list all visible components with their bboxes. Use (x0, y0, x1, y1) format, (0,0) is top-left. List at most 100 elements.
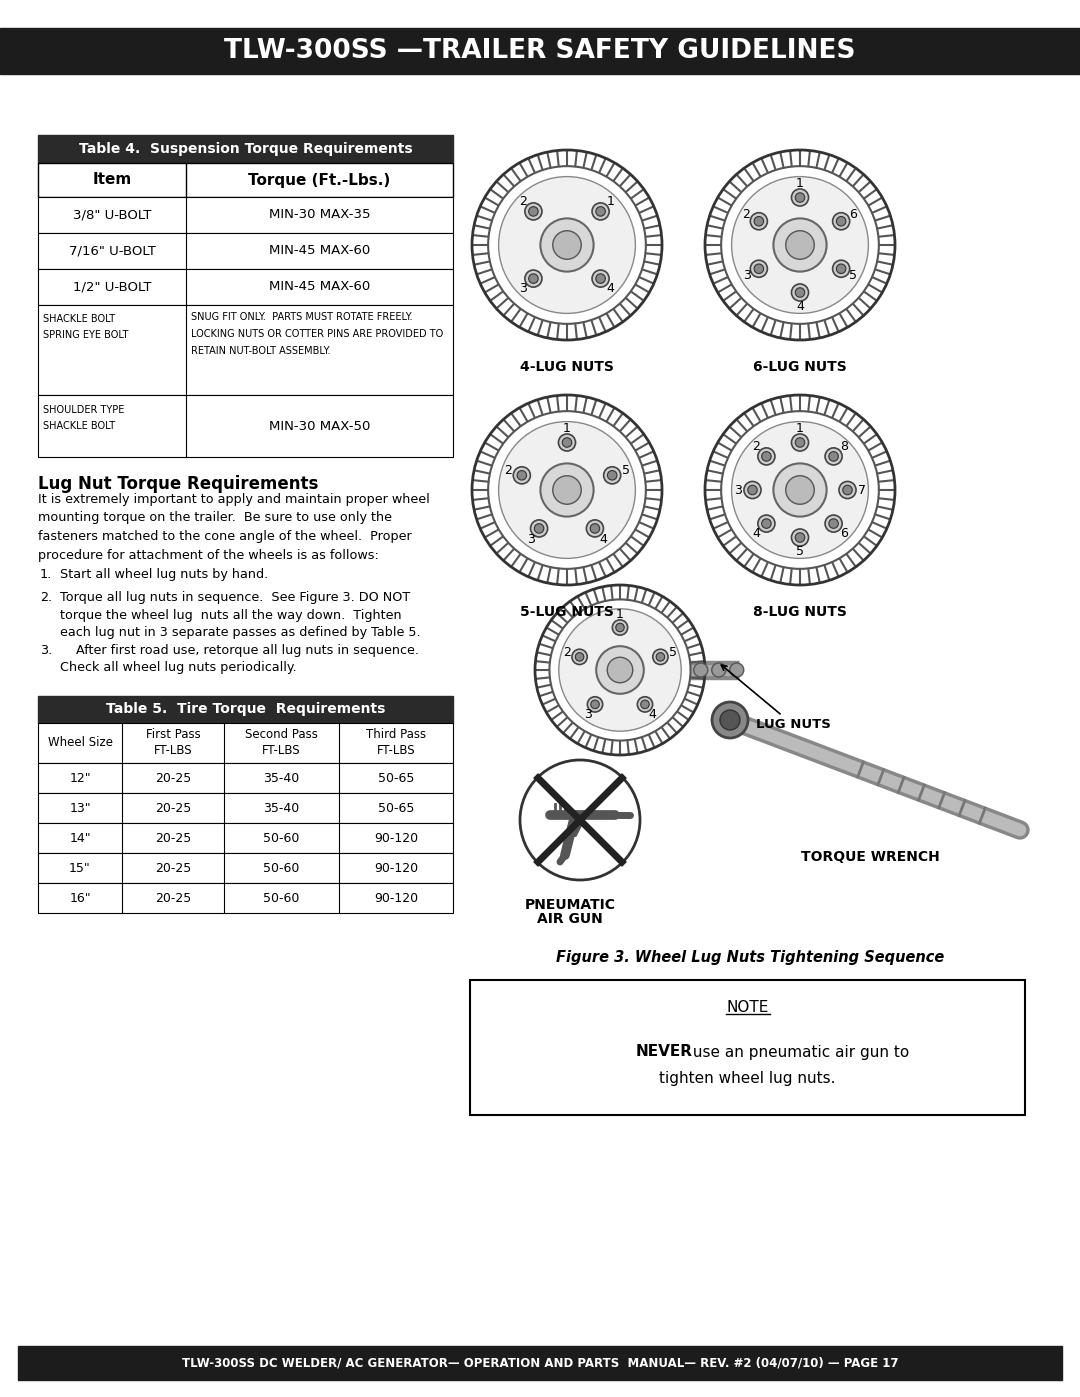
Circle shape (731, 176, 868, 313)
Circle shape (612, 620, 627, 636)
Circle shape (720, 710, 740, 731)
Circle shape (828, 518, 838, 528)
Circle shape (513, 467, 530, 483)
Text: 16": 16" (69, 891, 91, 904)
Circle shape (604, 467, 621, 483)
Circle shape (572, 650, 588, 665)
Text: MIN-30 MAX-50: MIN-30 MAX-50 (269, 419, 370, 433)
Circle shape (833, 212, 850, 229)
Text: 13": 13" (69, 802, 91, 814)
Circle shape (519, 760, 640, 880)
Text: 1: 1 (796, 177, 804, 190)
Circle shape (517, 471, 527, 481)
Circle shape (558, 609, 681, 731)
Text: 4-LUG NUTS: 4-LUG NUTS (521, 360, 613, 374)
Text: use an pneumatic air gun to: use an pneumatic air gun to (688, 1045, 908, 1059)
Text: 50-60: 50-60 (264, 891, 299, 904)
Circle shape (596, 274, 605, 284)
Circle shape (652, 650, 669, 665)
Text: NOTE: NOTE (727, 1000, 769, 1016)
Circle shape (586, 520, 604, 536)
Bar (38, 854, 453, 883)
Circle shape (792, 434, 809, 451)
Circle shape (530, 520, 548, 536)
Circle shape (773, 218, 826, 271)
Circle shape (712, 703, 748, 738)
Text: SHACKLE BOLT: SHACKLE BOLT (43, 420, 116, 432)
Text: LOCKING NUTS OR COTTER PINS ARE PROVIDED TO: LOCKING NUTS OR COTTER PINS ARE PROVIDED… (191, 330, 443, 339)
Text: 2: 2 (519, 194, 527, 208)
Text: 20-25: 20-25 (154, 771, 191, 785)
Circle shape (758, 515, 775, 532)
Circle shape (592, 203, 609, 219)
Text: 3: 3 (583, 708, 592, 721)
Text: 6: 6 (840, 527, 848, 541)
Text: Start all wheel lug nuts by hand.: Start all wheel lug nuts by hand. (60, 569, 268, 581)
Circle shape (563, 437, 571, 447)
Circle shape (550, 599, 690, 740)
Text: Table 4.  Suspension Torque Requirements: Table 4. Suspension Torque Requirements (79, 142, 413, 156)
Text: 5-LUG NUTS: 5-LUG NUTS (521, 605, 613, 619)
Circle shape (607, 471, 617, 481)
Text: TLW-300SS DC WELDER/ AC GENERATOR— OPERATION AND PARTS  MANUAL— REV. #2 (04/07/1: TLW-300SS DC WELDER/ AC GENERATOR— OPERA… (181, 1356, 899, 1369)
Circle shape (721, 411, 879, 569)
Text: RETAIN NUT-BOLT ASSEMBLY.: RETAIN NUT-BOLT ASSEMBLY. (191, 346, 330, 356)
Text: 4: 4 (599, 534, 607, 546)
Circle shape (795, 532, 805, 542)
Text: MIN-45 MAX-60: MIN-45 MAX-60 (269, 244, 370, 257)
Text: SHOULDER TYPE: SHOULDER TYPE (43, 405, 124, 415)
Text: 1: 1 (563, 422, 571, 434)
Bar (0, 28, 1080, 74)
Text: 8: 8 (839, 440, 848, 453)
Circle shape (640, 700, 649, 708)
Circle shape (616, 623, 624, 631)
Circle shape (836, 264, 846, 274)
Circle shape (540, 218, 594, 271)
Text: Wheel Size: Wheel Size (48, 736, 112, 750)
Circle shape (576, 652, 584, 661)
Text: 2: 2 (743, 208, 751, 221)
Text: SNUG FIT ONLY.  PARTS MUST ROTATE FREELY.: SNUG FIT ONLY. PARTS MUST ROTATE FREELY. (191, 312, 413, 321)
Text: 6: 6 (850, 208, 858, 221)
Text: 20-25: 20-25 (154, 831, 191, 845)
Bar (38, 136, 453, 163)
Text: 2.: 2. (40, 591, 52, 604)
Circle shape (731, 422, 868, 559)
Bar (470, 981, 1025, 1115)
Circle shape (553, 476, 581, 504)
Text: MIN-30 MAX-35: MIN-30 MAX-35 (269, 208, 370, 222)
Circle shape (590, 524, 599, 534)
Bar (18, 1345, 1062, 1380)
Text: Table 5.  Tire Torque  Requirements: Table 5. Tire Torque Requirements (106, 703, 386, 717)
Text: 3: 3 (734, 483, 742, 496)
Circle shape (607, 657, 633, 683)
Circle shape (499, 422, 635, 559)
Circle shape (499, 176, 635, 313)
Bar (38, 793, 453, 823)
Circle shape (828, 451, 838, 461)
Text: 3: 3 (743, 270, 751, 282)
Circle shape (558, 434, 576, 451)
Circle shape (792, 189, 809, 205)
Bar (38, 883, 453, 914)
Circle shape (795, 437, 805, 447)
Text: 50-60: 50-60 (264, 831, 299, 845)
Text: 35-40: 35-40 (264, 771, 299, 785)
Text: 4: 4 (753, 527, 760, 541)
Circle shape (747, 485, 757, 495)
Circle shape (795, 193, 805, 203)
Text: MIN-45 MAX-60: MIN-45 MAX-60 (269, 281, 370, 293)
Text: 2: 2 (753, 440, 760, 453)
Circle shape (751, 212, 768, 229)
Text: 3.: 3. (40, 644, 52, 657)
Text: Item: Item (93, 172, 132, 187)
Bar (38, 233, 453, 270)
Text: 4: 4 (607, 282, 615, 295)
Bar (38, 763, 453, 793)
Circle shape (786, 231, 814, 260)
Text: 35-40: 35-40 (264, 802, 299, 814)
Text: Third Pass
FT-LBS: Third Pass FT-LBS (366, 728, 427, 757)
Text: 3: 3 (519, 282, 527, 295)
Text: SPRING EYE BOLT: SPRING EYE BOLT (43, 330, 129, 339)
Text: 90-120: 90-120 (374, 831, 418, 845)
